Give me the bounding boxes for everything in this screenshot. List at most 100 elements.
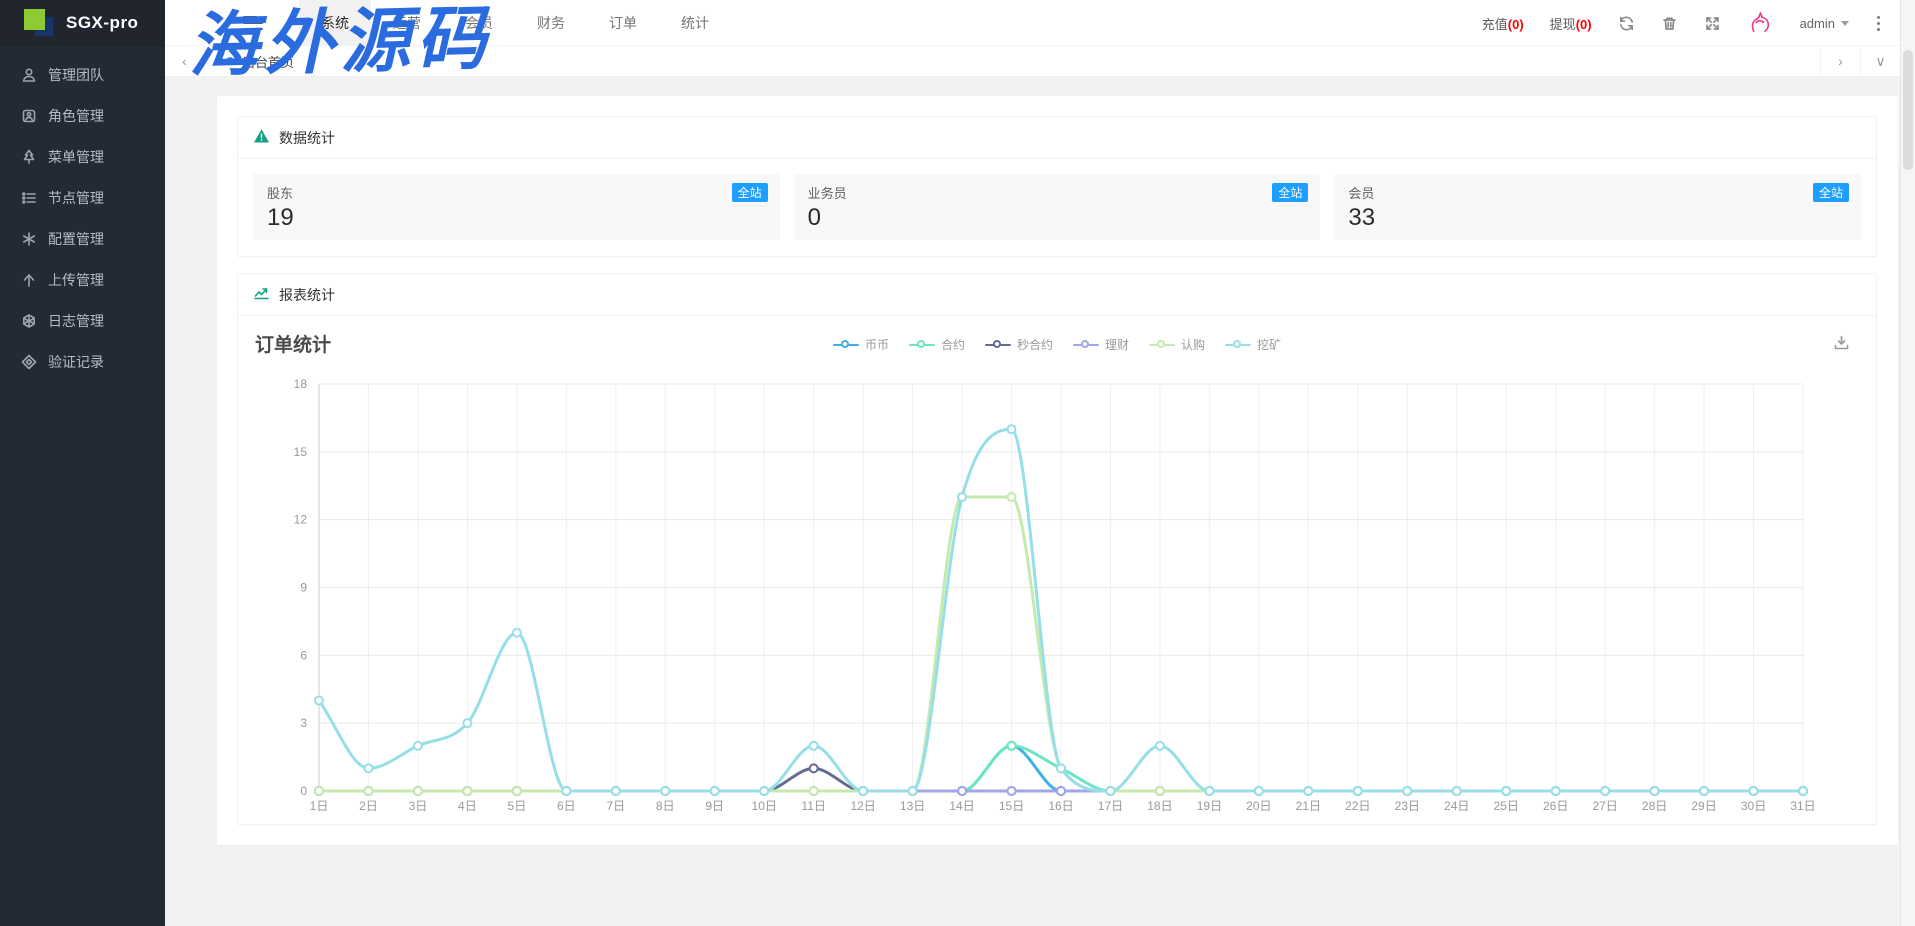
svg-text:7日: 7日 [606,799,625,813]
stat-label: 股东 [267,186,294,201]
svg-text:19日: 19日 [1197,799,1222,813]
svg-text:2日: 2日 [359,799,378,813]
svg-text:21日: 21日 [1296,799,1321,813]
report-section-title: 报表统计 [279,286,335,303]
recharge-link[interactable]: 充值(0) [1481,16,1524,32]
svg-text:3日: 3日 [409,799,428,813]
sidebar-item-label: 验证记录 [48,353,104,370]
svg-text:12: 12 [294,513,308,527]
top-tab-3[interactable]: 财务 [537,14,565,31]
sidebar-item-7[interactable]: 验证记录 [0,341,165,382]
logo-icon [24,8,56,38]
legend-item-1[interactable]: 合约 [908,336,965,353]
legend-label: 认购 [1181,338,1206,352]
breadcrumb-home-label: 后台首页 [242,54,295,70]
more-options-icon[interactable] [1875,14,1882,33]
collapse-menu-icon[interactable] [243,15,263,30]
legend-label: 秒合约 [1016,338,1053,352]
legend-item-5[interactable]: 挖矿 [1225,336,1281,353]
upload-arrow-icon [20,271,37,288]
stats-card: 数据统计 股东 19 全站 业务员 0 全站 会员 33 [237,116,1877,257]
top-tab-0[interactable]: 系统 [299,0,371,46]
trash-icon[interactable] [1661,15,1678,32]
status-badge: 全站 [1272,183,1309,202]
top-tab-1[interactable]: 运营 [393,14,421,31]
svg-text:12日: 12日 [850,799,875,813]
tab-scroll-right-icon[interactable]: › [1820,46,1860,76]
withdraw-link[interactable]: 提现(0) [1549,16,1592,32]
svg-text:9日: 9日 [705,799,724,813]
svg-text:20日: 20日 [1246,799,1271,813]
stat-value: 0 [807,204,822,231]
legend-item-3[interactable]: 理财 [1073,336,1129,353]
legend-marker-icon [984,339,1011,350]
svg-text:15: 15 [294,445,308,459]
breadcrumb-tabbar: ‹ 后台首页 › ∨ [165,46,1900,77]
logo-title: SGX-pro [66,13,139,32]
legend-item-0[interactable]: 币币 [832,336,889,353]
svg-text:13日: 13日 [900,799,925,813]
line-chart-icon [253,285,270,304]
legend-marker-icon [1225,339,1252,350]
sidebar-item-0[interactable]: 管理团队 [0,54,165,95]
logo[interactable]: SGX-pro [0,0,165,46]
sidebar-item-5[interactable]: 上传管理 [0,259,165,300]
sidebar-item-label: 配置管理 [48,230,104,247]
top-nav-tabs: 系统 运营 会员 财务 订单 统计 [299,0,731,46]
legend-item-4[interactable]: 认购 [1149,336,1205,353]
top-header: 系统 运营 会员 财务 订单 统计 充值(0) 提现(0) [165,0,1900,46]
top-tab-4[interactable]: 订单 [609,14,637,31]
chart-plot-area[interactable]: 0 3 6 9 12 15 18 1日 2日 3日 4日 5日 6日 7日 8日 9日 10日 11日 12日 13日… [238,368,1878,818]
tab-scroll-left-icon[interactable]: ‹ [165,46,205,76]
sidebar-item-1[interactable]: 角色管理 [0,95,165,136]
refresh-icon[interactable] [1618,15,1635,32]
svg-text:6: 6 [300,648,307,662]
order-chart: 订单统计 币币 合约 秒合约 理财 认购 挖矿 0 3 6 9 12 15 18 1日 2日 3日 4日 5日 6… [238,316,1876,824]
sidebar-item-2[interactable]: 菜单管理 [0,136,165,177]
svg-text:14日: 14日 [949,799,974,813]
legend-item-2[interactable]: 秒合约 [984,336,1053,353]
svg-text:22日: 22日 [1345,799,1370,813]
sidebar-item-label: 管理团队 [48,66,104,83]
svg-text:29日: 29日 [1691,799,1716,813]
fullscreen-icon[interactable] [1704,15,1721,32]
scrollbar-thumb[interactable] [1903,50,1913,170]
svg-text:15日: 15日 [999,799,1024,813]
svg-text:9: 9 [300,581,307,595]
page-scrollbar[interactable] [1900,0,1915,926]
svg-text:30日: 30日 [1741,799,1766,813]
legend-label: 挖矿 [1257,338,1282,352]
tab-menu-dropdown-icon[interactable]: ∨ [1860,46,1900,76]
stat-value: 33 [1348,204,1376,231]
legend-label: 币币 [864,338,889,352]
series-挖矿 [314,424,1808,796]
stat-box-shareholders: 股东 19 全站 [253,174,780,240]
legend-marker-icon [832,339,859,350]
stat-label: 业务员 [807,186,847,201]
list-icon [20,189,37,206]
top-tab-5[interactable]: 统计 [681,14,709,31]
status-badge: 全站 [1813,183,1850,202]
sidebar-item-label: 日志管理 [48,312,104,329]
verify-compass-icon [20,353,37,370]
svg-text:4日: 4日 [458,799,477,813]
svg-text:8日: 8日 [656,799,675,813]
legend-marker-icon [908,339,935,350]
svg-text:18: 18 [294,377,308,391]
active-tab-dot-icon [226,57,234,65]
top-tab-2[interactable]: 会员 [465,14,493,31]
svg-text:28日: 28日 [1642,799,1667,813]
chart-title: 订单统计 [255,335,332,356]
avatar-unicorn-icon[interactable] [1747,10,1774,37]
svg-text:18日: 18日 [1147,799,1172,813]
admin-dropdown[interactable]: admin [1800,16,1849,31]
download-chart-icon[interactable] [1833,334,1850,351]
sidebar-item-4[interactable]: 配置管理 [0,218,165,259]
breadcrumb-home-tab[interactable]: 后台首页 [206,46,316,76]
svg-text:0: 0 [300,784,307,798]
sidebar-item-6[interactable]: 日志管理 [0,300,165,341]
sidebar-item-3[interactable]: 节点管理 [0,177,165,218]
chart-legend: 币币 合约 秒合约 理财 认购 挖矿 [238,336,1876,353]
header-right: 充值(0) 提现(0) [1482,0,1882,46]
user-icon [20,66,37,83]
